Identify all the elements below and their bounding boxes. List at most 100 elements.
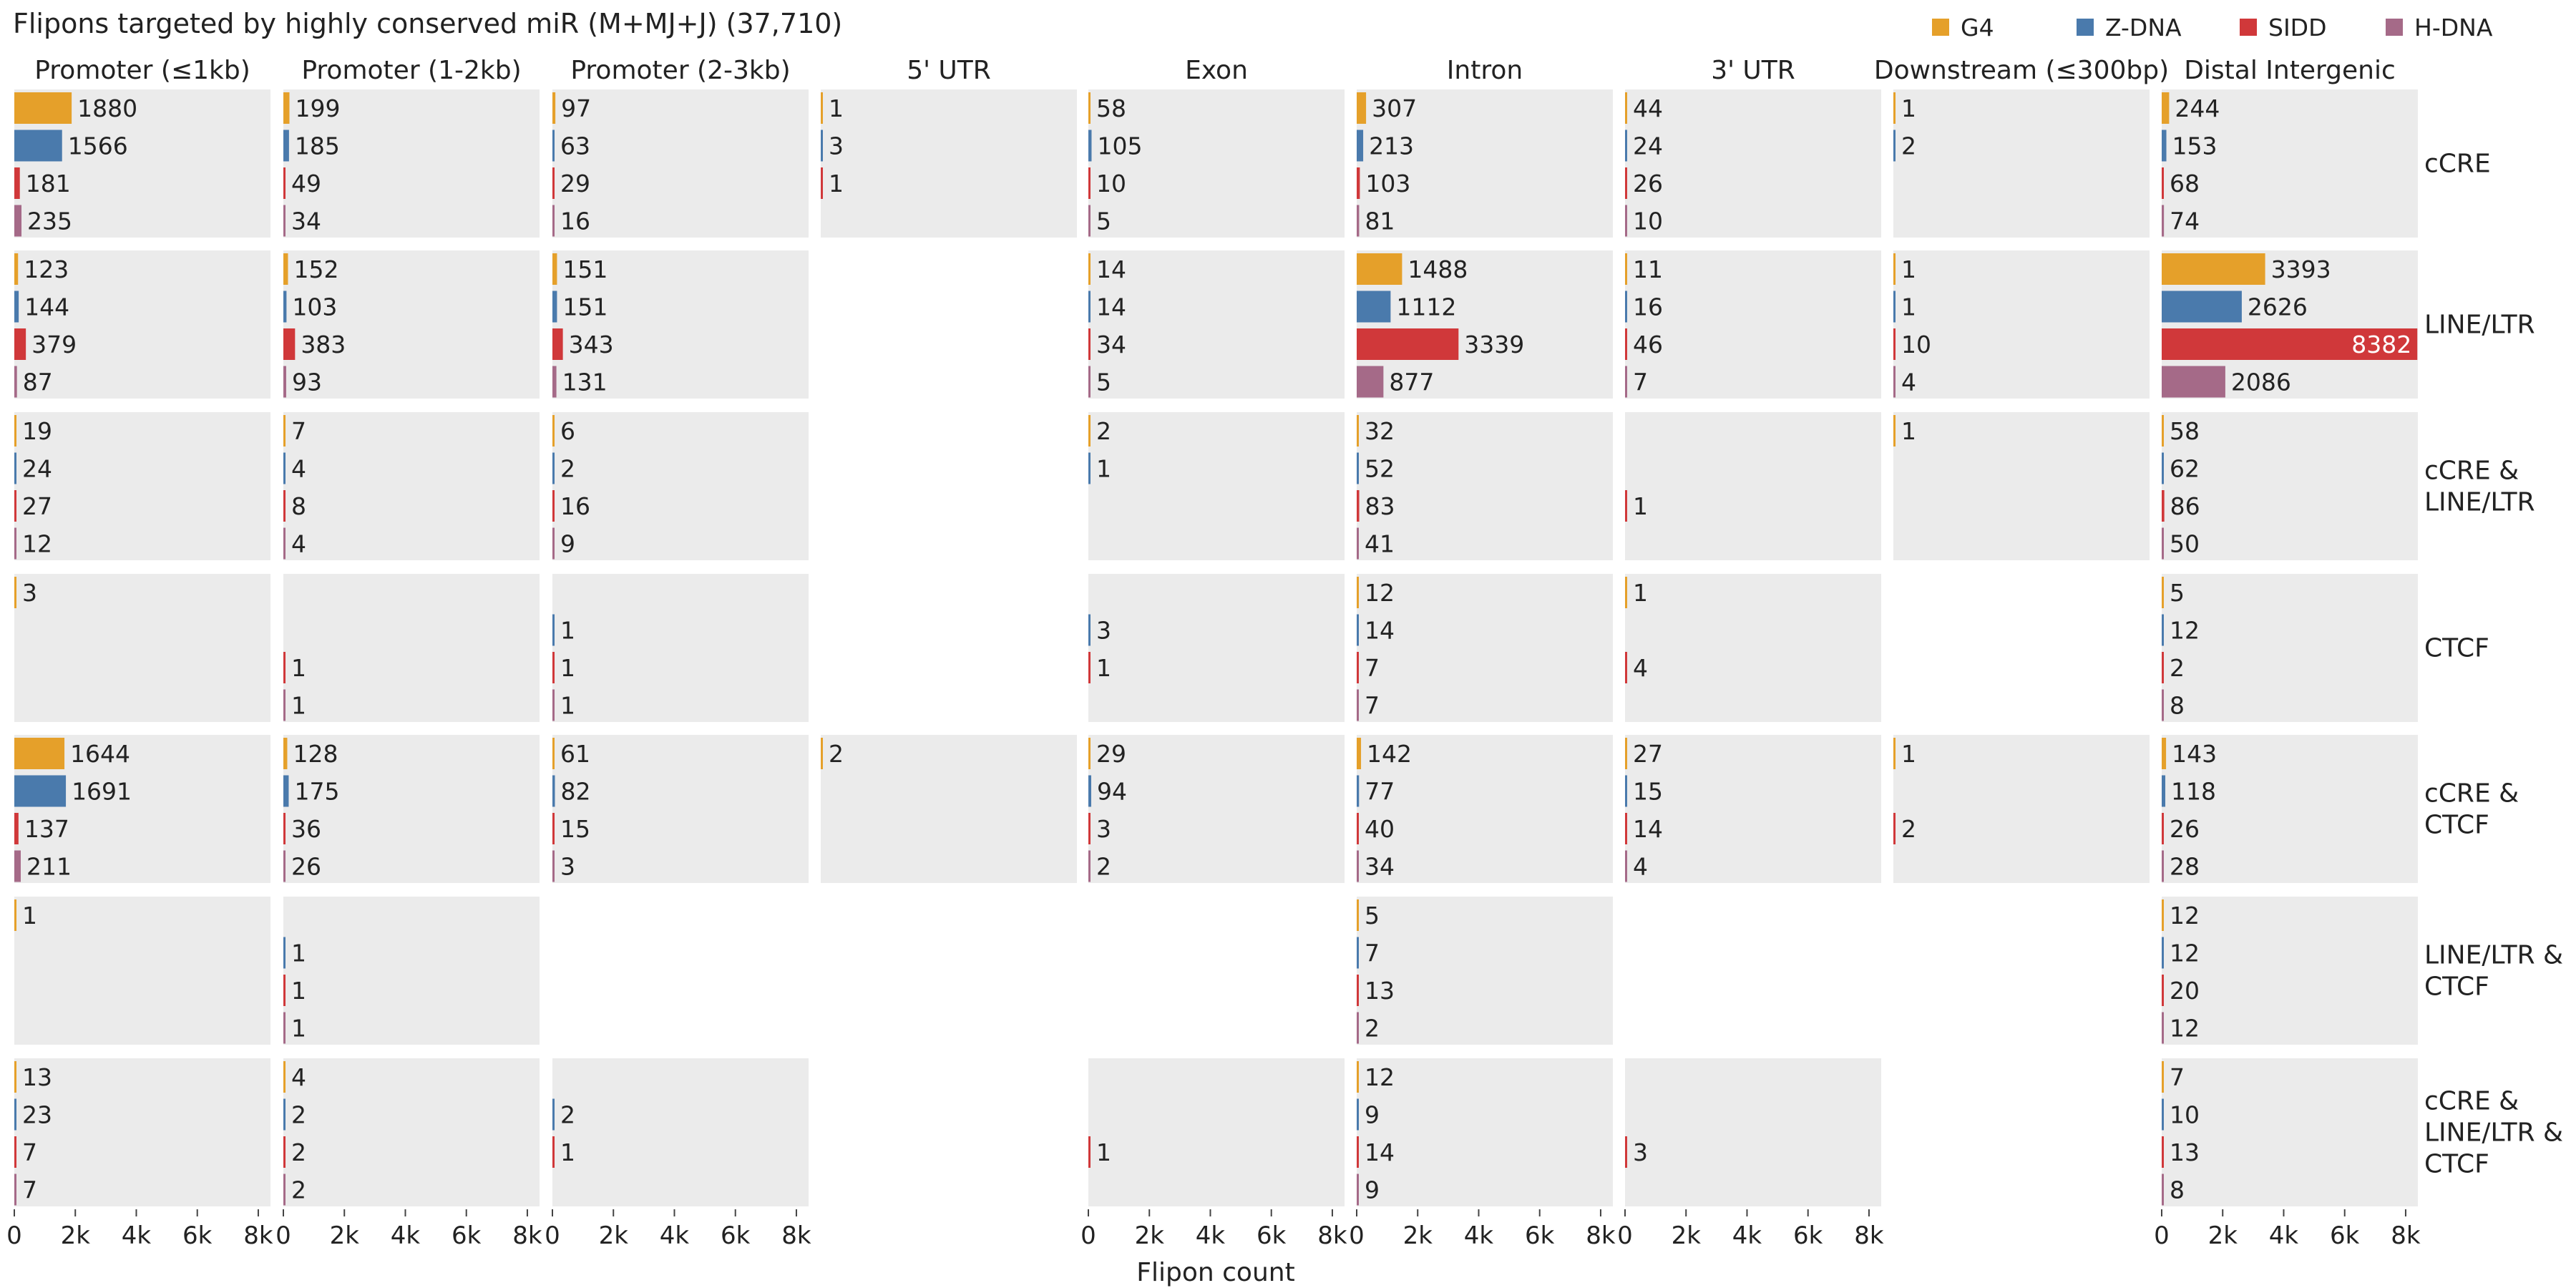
data-label: 10 bbox=[2170, 1101, 2200, 1129]
bar-h-dna bbox=[552, 366, 557, 398]
data-label: 36 bbox=[291, 815, 321, 843]
bar-g4 bbox=[1625, 738, 1627, 769]
facet-panel bbox=[1625, 574, 1881, 722]
data-label: 26 bbox=[291, 853, 321, 881]
bar-z-dna bbox=[552, 452, 555, 484]
facet-panel bbox=[14, 574, 270, 722]
bar-z-dna bbox=[1625, 775, 1627, 807]
facet-panel bbox=[1088, 250, 1345, 399]
data-label: 175 bbox=[294, 778, 339, 806]
data-label: 1 bbox=[829, 170, 844, 197]
facet-panel bbox=[2162, 412, 2418, 560]
data-label: 2 bbox=[291, 1138, 306, 1166]
bar-z-dna bbox=[1357, 452, 1359, 484]
data-label: 41 bbox=[1365, 530, 1395, 558]
bar-z-dna bbox=[2162, 291, 2242, 323]
data-label: 94 bbox=[1097, 778, 1127, 806]
facet-panel bbox=[2162, 574, 2418, 722]
bar-h-dna bbox=[1357, 850, 1359, 882]
data-label: 74 bbox=[2170, 208, 2200, 235]
data-label: 12 bbox=[2170, 902, 2200, 930]
bar-z-dna bbox=[1357, 614, 1359, 646]
row-label-line: LINE/LTR bbox=[2424, 311, 2535, 340]
data-label: 58 bbox=[2170, 417, 2200, 445]
bar-sidd bbox=[283, 490, 286, 522]
column-header: Downstream (≤300bp) bbox=[1874, 56, 2169, 85]
data-label: 2 bbox=[1901, 815, 1916, 843]
bar-sidd bbox=[552, 328, 563, 360]
row-label-line: CTCF bbox=[2424, 1150, 2489, 1179]
x-tick-label: 8k bbox=[2391, 1221, 2421, 1250]
data-label: 8 bbox=[2170, 692, 2185, 720]
bar-g4 bbox=[2162, 738, 2167, 769]
facet-panel bbox=[821, 735, 1077, 883]
x-tick-label: 0 bbox=[545, 1221, 560, 1250]
bar-z-dna bbox=[1357, 937, 1359, 969]
x-tick-label: 6k bbox=[1525, 1221, 1555, 1250]
data-label: 3 bbox=[560, 853, 575, 881]
data-label: 1 bbox=[22, 902, 37, 930]
data-label: 24 bbox=[22, 455, 52, 483]
bar-g4 bbox=[1893, 253, 1896, 285]
x-tick-label: 8k bbox=[1317, 1221, 1347, 1250]
x-tick-label: 8k bbox=[1854, 1221, 1884, 1250]
bar-z-dna bbox=[14, 291, 19, 323]
facet-panel bbox=[1357, 735, 1613, 883]
data-label: 143 bbox=[2172, 740, 2217, 768]
bar-z-dna bbox=[1357, 291, 1391, 323]
bar-z-dna bbox=[283, 291, 287, 323]
data-label: 13 bbox=[22, 1063, 52, 1091]
bar-h-dna bbox=[1357, 689, 1359, 721]
data-label: 24 bbox=[1633, 132, 1663, 160]
row-label-line: cCRE & bbox=[2424, 1087, 2519, 1116]
bar-z-dna bbox=[2162, 452, 2164, 484]
data-label: 7 bbox=[22, 1176, 37, 1204]
data-label: 123 bbox=[24, 255, 69, 283]
x-axis-label: Flipon count bbox=[1136, 1258, 1294, 1287]
bar-z-dna bbox=[1625, 130, 1627, 162]
data-label: 5 bbox=[1365, 902, 1380, 930]
bar-z-dna bbox=[552, 1098, 555, 1131]
bar-g4 bbox=[2162, 577, 2164, 608]
bar-z-dna bbox=[283, 1098, 286, 1131]
facet-panel bbox=[14, 897, 270, 1045]
data-label: 5 bbox=[1096, 208, 1111, 235]
data-label: 8 bbox=[2170, 1176, 2185, 1204]
bar-z-dna bbox=[14, 130, 62, 162]
bar-sidd bbox=[2162, 167, 2164, 199]
bar-h-dna bbox=[2162, 689, 2164, 721]
data-label: 1 bbox=[1096, 1138, 1111, 1166]
data-label: 153 bbox=[2172, 132, 2218, 160]
bar-g4 bbox=[2162, 92, 2170, 124]
data-label: 28 bbox=[2170, 853, 2200, 881]
bar-z-dna bbox=[1893, 130, 1896, 162]
data-label: 3 bbox=[1096, 617, 1111, 645]
bar-z-dna bbox=[2162, 775, 2166, 807]
facet-panel bbox=[14, 412, 270, 560]
bar-g4 bbox=[1357, 899, 1359, 931]
bar-g4 bbox=[14, 415, 16, 447]
data-label: 2 bbox=[1096, 853, 1111, 881]
data-label: 3 bbox=[1633, 1138, 1648, 1166]
data-label: 13 bbox=[1365, 977, 1395, 1005]
bar-z-dna bbox=[1357, 130, 1364, 162]
facet-panels: Promoter (≤1kb) Promoter (1-2kb) Promoter … bbox=[6, 56, 2563, 1250]
bar-g4 bbox=[1088, 253, 1091, 285]
data-label: 142 bbox=[1367, 740, 1412, 768]
column-header: Intron bbox=[1447, 56, 1523, 85]
bar-sidd bbox=[1625, 813, 1627, 844]
bar-z-dna bbox=[283, 452, 286, 484]
column-header: Promoter (2-3kb) bbox=[570, 56, 790, 85]
legend-label: G4 bbox=[1961, 14, 1994, 42]
x-tick-label: 0 bbox=[275, 1221, 291, 1250]
facet-panel bbox=[283, 1058, 540, 1206]
facet-panel bbox=[1088, 89, 1345, 238]
facet-panel bbox=[1357, 574, 1613, 722]
data-label: 7 bbox=[1633, 369, 1648, 396]
bar-g4 bbox=[1088, 415, 1091, 447]
x-tick-label: 4k bbox=[2269, 1221, 2299, 1250]
row-label-line: CTCF bbox=[2424, 972, 2489, 1002]
bar-g4 bbox=[1625, 92, 1627, 124]
bar-z-dna bbox=[14, 452, 16, 484]
data-label: 213 bbox=[1369, 132, 1414, 160]
